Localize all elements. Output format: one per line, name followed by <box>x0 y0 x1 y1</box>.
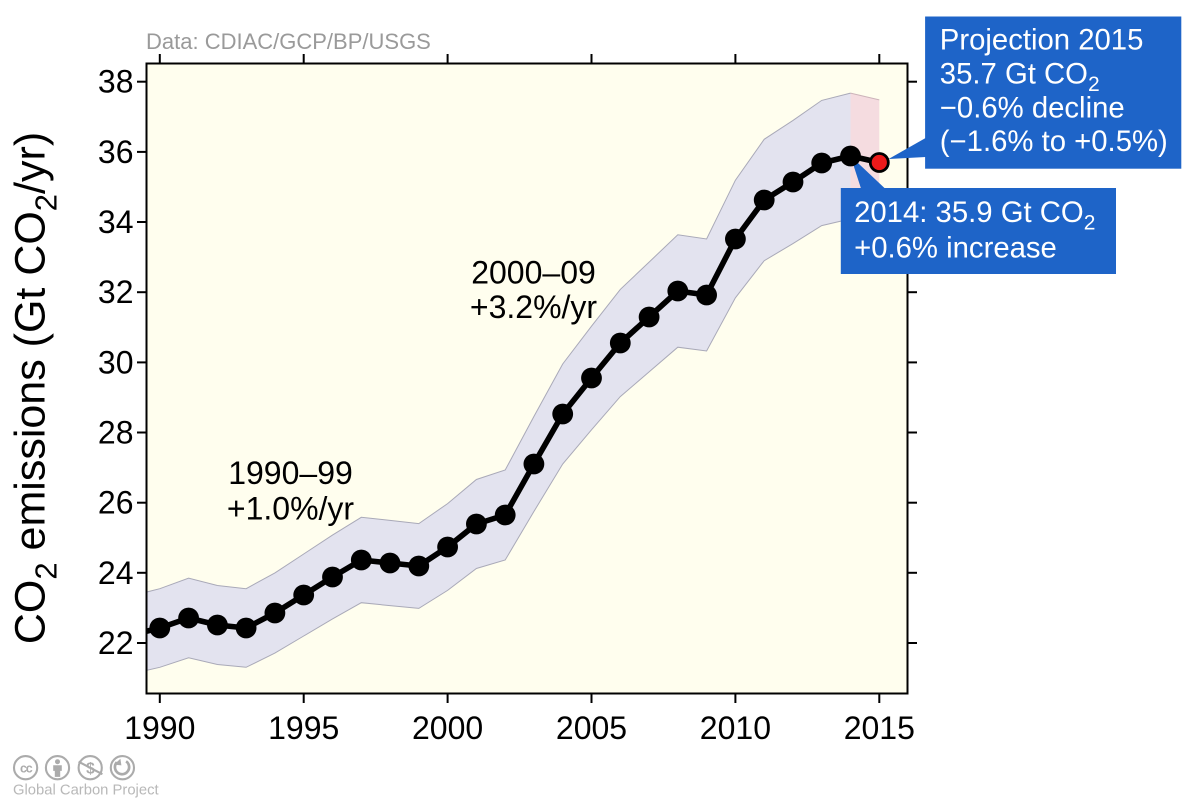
svg-text:2010: 2010 <box>700 710 771 746</box>
svg-text:1990–99: 1990–99 <box>228 455 353 491</box>
svg-text:22: 22 <box>98 625 134 661</box>
svg-text:2000–09: 2000–09 <box>471 255 596 291</box>
svg-text:26: 26 <box>98 485 134 521</box>
svg-text:+3.2%/yr: +3.2%/yr <box>470 289 598 325</box>
svg-text:2000: 2000 <box>412 710 483 746</box>
svg-text:32: 32 <box>98 274 134 310</box>
svg-text:30: 30 <box>98 344 134 380</box>
svg-text:cc: cc <box>20 761 33 775</box>
svg-text:1995: 1995 <box>268 710 339 746</box>
svg-text:Projection 2015: Projection 2015 <box>940 24 1144 57</box>
svg-text:+0.6% increase: +0.6% increase <box>854 232 1057 265</box>
svg-text:38: 38 <box>98 64 134 100</box>
svg-text:(−1.6% to +0.5%): (−1.6% to +0.5%) <box>940 125 1168 158</box>
svg-text:36: 36 <box>98 134 134 170</box>
svg-text:2005: 2005 <box>556 710 627 746</box>
svg-text:35.7 Gt CO2: 35.7 Gt CO2 <box>940 58 1100 97</box>
svg-text:+1.0%/yr: +1.0%/yr <box>227 491 355 527</box>
svg-text:Data: CDIAC/GCP/BP/USGS: Data: CDIAC/GCP/BP/USGS <box>146 29 431 54</box>
svg-text:Global Carbon Project: Global Carbon Project <box>13 783 159 799</box>
svg-text:2015: 2015 <box>844 710 915 746</box>
svg-text:−0.6% decline: −0.6% decline <box>940 91 1125 124</box>
svg-text:34: 34 <box>98 204 134 240</box>
svg-text:CO2 emissions (Gt CO2/yr): CO2 emissions (Gt CO2/yr) <box>7 132 64 644</box>
svg-text:28: 28 <box>98 415 134 451</box>
svg-text:24: 24 <box>98 555 134 591</box>
svg-text:2014: 35.9 Gt CO2: 2014: 35.9 Gt CO2 <box>854 196 1095 235</box>
svg-text:1990: 1990 <box>124 710 195 746</box>
